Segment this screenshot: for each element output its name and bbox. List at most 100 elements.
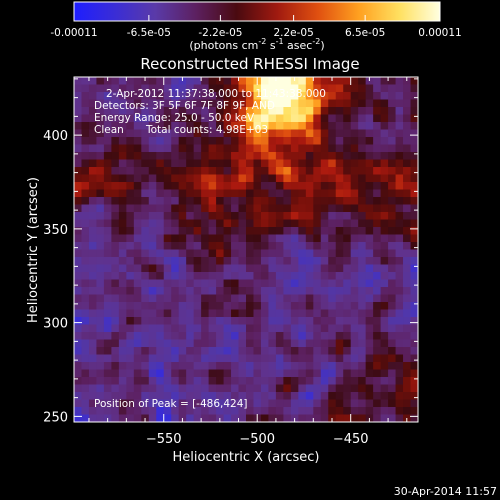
heatmap-cell (178, 114, 187, 123)
heatmap-cell (320, 324, 329, 333)
heatmap-cell (126, 414, 135, 422)
heatmap-cell (156, 324, 165, 333)
heatmap-cell (268, 407, 277, 416)
heatmap-cell (335, 107, 344, 116)
heatmap-cell (260, 144, 270, 153)
heatmap-cell (275, 309, 284, 318)
heatmap-cell (231, 287, 240, 296)
heatmap-cell (403, 107, 412, 116)
heatmap-cell (320, 107, 329, 116)
heatmap-cell (305, 144, 314, 153)
heatmap-cell (275, 332, 284, 341)
heatmap-cell (163, 294, 172, 303)
heatmap-cell (313, 152, 322, 161)
heatmap-cell (395, 107, 404, 116)
heatmap-cell (410, 339, 418, 348)
heatmap-cell (126, 407, 135, 416)
heatmap-cell (275, 257, 284, 266)
heatmap-cell (216, 339, 225, 348)
heatmap-cell (335, 384, 344, 393)
heatmap-cell (365, 377, 374, 386)
heatmap-cell (343, 257, 352, 266)
heatmap-cell (118, 204, 127, 213)
heatmap-cell (358, 212, 367, 221)
heatmap-cell (103, 399, 112, 408)
heatmap-cell (208, 399, 217, 408)
heatmap-cell (260, 384, 270, 393)
heatmap-cell (358, 189, 367, 198)
heatmap-cell (163, 182, 172, 191)
heatmap-cell (410, 294, 418, 303)
heatmap-cell (118, 287, 127, 296)
heatmap-cell (298, 309, 307, 318)
heatmap-cell (305, 362, 314, 371)
heatmap-cell (201, 414, 210, 422)
heatmap-cell (380, 234, 389, 243)
heatmap-cell (350, 249, 359, 258)
heatmap-cell (81, 92, 90, 101)
heatmap-cell (343, 339, 352, 348)
heatmap-cell (365, 167, 374, 176)
heatmap-cell (253, 212, 262, 221)
heatmap-cell (395, 279, 404, 288)
heatmap-cell (148, 279, 157, 288)
heatmap-cell (193, 92, 202, 101)
heatmap-cell (305, 159, 314, 168)
heatmap-cell (238, 122, 247, 131)
heatmap-cell (74, 294, 83, 303)
heatmap-cell (133, 332, 142, 341)
heatmap-cell (96, 129, 105, 138)
heatmap-cell (133, 279, 142, 288)
heatmap-cell (201, 234, 210, 243)
heatmap-cell (388, 174, 397, 183)
heatmap-cell (216, 309, 225, 318)
heatmap-cell (193, 242, 202, 251)
heatmap-cell (305, 234, 314, 243)
heatmap-cell (111, 212, 120, 221)
heatmap-cell (298, 384, 307, 393)
heatmap-cell (186, 84, 195, 93)
heatmap-cell (96, 204, 105, 213)
heatmap-cell (320, 399, 329, 408)
heatmap-cell (268, 137, 277, 146)
heatmap-cell (126, 339, 135, 348)
heatmap-cell (231, 362, 240, 371)
heatmap-cell (350, 317, 359, 326)
heatmap-cell (148, 407, 157, 416)
annotation-counts: Total counts: 4.98E+03 (145, 124, 268, 136)
heatmap-cell (96, 167, 105, 176)
heatmap-cell (358, 272, 367, 281)
heatmap-cell (223, 174, 232, 183)
heatmap-cell (156, 92, 165, 101)
heatmap-cell (403, 204, 412, 213)
heatmap-cell (96, 242, 105, 251)
heatmap-cell (283, 189, 292, 198)
heatmap-cell (148, 414, 157, 422)
heatmap-cell (246, 384, 255, 393)
heatmap-cell (81, 399, 90, 408)
heatmap-cell (275, 159, 284, 168)
heatmap-cell (290, 354, 299, 363)
heatmap-cell (81, 204, 90, 213)
heatmap-cell (298, 167, 307, 176)
heatmap-cell (111, 309, 120, 318)
heatmap-cell (216, 84, 225, 93)
heatmap-cell (126, 122, 135, 131)
heatmap-cell (403, 257, 412, 266)
heatmap-cell (313, 257, 322, 266)
heatmap-cell (358, 182, 367, 191)
heatmap-cell (290, 294, 299, 303)
heatmap-cell (186, 159, 195, 168)
heatmap-cell (275, 137, 284, 146)
heatmap-cell (335, 84, 344, 93)
heatmap-cell (268, 414, 277, 422)
heatmap-cell (156, 122, 165, 131)
heatmap-cell (283, 294, 292, 303)
heatmap-cell (343, 197, 352, 206)
heatmap-cell (343, 392, 352, 401)
heatmap-cell (148, 369, 157, 378)
heatmap-cell (201, 264, 210, 273)
heatmap-cell (350, 264, 359, 273)
heatmap-cell (358, 144, 367, 153)
heatmap-cell (298, 182, 307, 191)
